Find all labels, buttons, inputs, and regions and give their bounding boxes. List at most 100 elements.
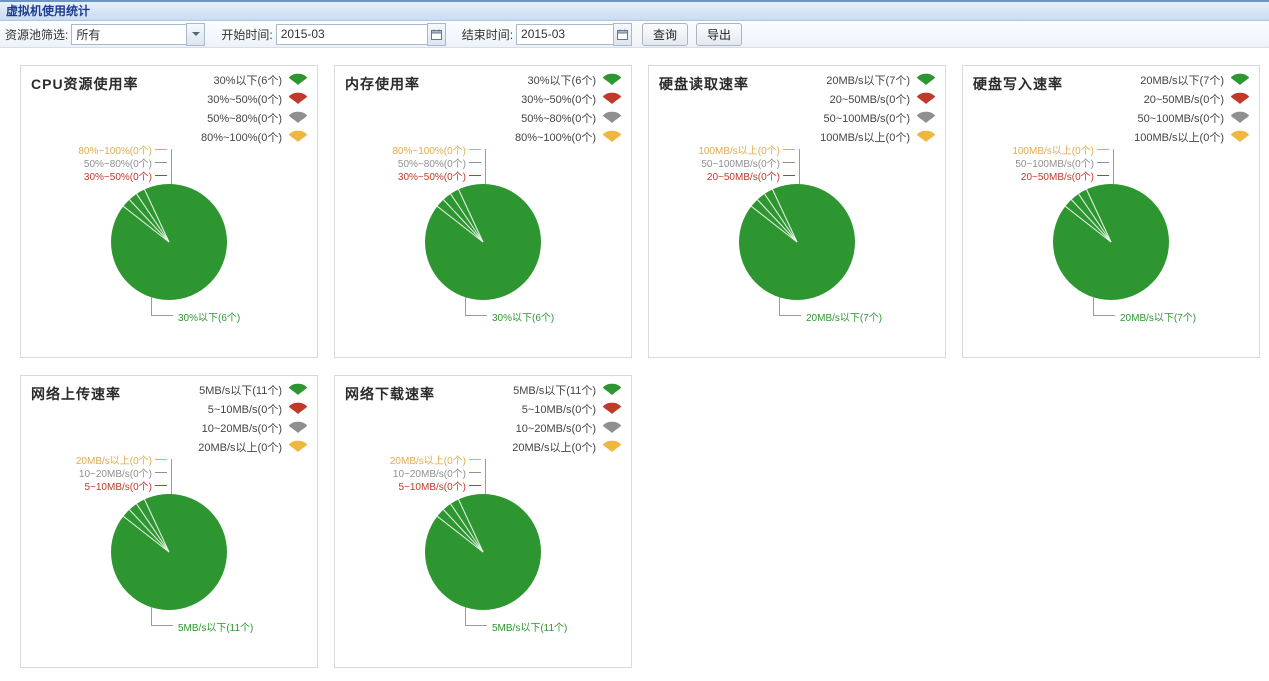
bottom-leader-line [151, 607, 173, 626]
legend-label: 100MB/s以上(0个) [820, 131, 910, 144]
end-date-picker-button[interactable] [613, 22, 633, 46]
legend-item[interactable]: 30%~50%(0个) [515, 89, 623, 108]
chart-row-1: CPU资源使用率 30%以下(6个) 30%~50%(0个) 50%~80%(0… [20, 65, 1269, 358]
legend-item[interactable]: 50%~80%(0个) [201, 108, 309, 127]
legend-item[interactable]: 10~20MB/s(0个) [198, 418, 309, 437]
query-button[interactable]: 查询 [642, 22, 689, 46]
legend-item[interactable]: 30%以下(6个) [515, 70, 623, 89]
legend-item[interactable]: 30%~50%(0个) [201, 89, 309, 108]
legend-item[interactable]: 20MB/s以上(0个) [512, 437, 623, 456]
legend-item[interactable]: 10~20MB/s(0个) [512, 418, 623, 437]
callout-label: 10~20MB/s(0个) [76, 466, 167, 480]
legend-item[interactable]: 50%~80%(0个) [515, 108, 623, 127]
bottom-leader-line [151, 297, 173, 316]
legend-label: 20~50MB/s(0个) [829, 93, 910, 106]
pie-chart[interactable] [732, 177, 862, 307]
legend-item[interactable]: 5MB/s以下(11个) [198, 380, 309, 399]
callout-label: 80%~100%(0个) [392, 143, 481, 157]
chevron-down-icon [191, 32, 200, 36]
pie-slice-fan-icon [602, 73, 622, 85]
pie-slice-fan-icon [1230, 111, 1250, 123]
chart-title: 硬盘读取速率 [659, 76, 749, 92]
legend-item[interactable]: 30%以下(6个) [201, 70, 309, 89]
pie-slice-fan-icon [916, 92, 936, 104]
resource-pool-input[interactable] [71, 23, 188, 45]
pie-slice-fan-icon [288, 440, 308, 452]
legend-item[interactable]: 80%~100%(0个) [515, 127, 623, 146]
pie-callout-labels: 20MB/s以上(0个) 10~20MB/s(0个) 5~10MB/s(0个) [76, 453, 167, 493]
callout-label: 100MB/s以上(0个) [698, 143, 795, 157]
legend-label: 20MB/s以下(7个) [826, 74, 910, 87]
legend-item[interactable]: 5MB/s以下(11个) [512, 380, 623, 399]
legend-item[interactable]: 20MB/s以下(7个) [1134, 70, 1251, 89]
callout-label: 10~20MB/s(0个) [390, 466, 481, 480]
charts-area: CPU资源使用率 30%以下(6个) 30%~50%(0个) 50%~80%(0… [0, 48, 1269, 668]
legend-item[interactable]: 5~10MB/s(0个) [512, 399, 623, 418]
chart-title: CPU资源使用率 [31, 76, 139, 92]
pie-slice-fan-icon [1230, 92, 1250, 104]
chart-title: 内存使用率 [345, 76, 420, 92]
chart-legend: 20MB/s以下(7个) 20~50MB/s(0个) 50~100MB/s(0个… [1134, 70, 1251, 146]
pie-slice-fan-icon [916, 111, 936, 123]
zero-slice-borders [122, 189, 170, 243]
pie-slice-fan-icon [602, 440, 622, 452]
legend-item[interactable]: 100MB/s以上(0个) [1134, 127, 1251, 146]
legend-item[interactable]: 20~50MB/s(0个) [820, 89, 937, 108]
pie-callout-labels: 100MB/s以上(0个) 50~100MB/s(0个) 20~50MB/s(0… [698, 143, 795, 183]
pie-callout-labels: 80%~100%(0个) 50%~80%(0个) 30%~50%(0个) [78, 143, 167, 183]
pie-slice-fan-icon [602, 421, 622, 433]
end-time-field[interactable] [516, 22, 633, 46]
callout-leader-line [171, 459, 172, 500]
calendar-icon [617, 29, 629, 40]
chart-title: 网络上传速率 [31, 386, 121, 402]
legend-label: 20MB/s以上(0个) [198, 441, 282, 454]
start-time-field[interactable] [275, 22, 446, 46]
calendar-icon [430, 29, 442, 40]
callout-label: 5~10MB/s(0个) [76, 479, 167, 493]
callout-leader-line [485, 149, 486, 190]
dropdown-button[interactable] [186, 22, 206, 46]
pie-callout-labels: 80%~100%(0个) 50%~80%(0个) 30%~50%(0个) [392, 143, 481, 183]
start-date-picker-button[interactable] [426, 22, 446, 46]
legend-label: 80%~100%(0个) [514, 131, 596, 144]
legend-item[interactable]: 80%~100%(0个) [201, 127, 309, 146]
chart-legend: 5MB/s以下(11个) 5~10MB/s(0个) 10~20MB/s(0个) … [512, 380, 623, 456]
legend-item[interactable]: 50~100MB/s(0个) [1134, 108, 1251, 127]
chart-legend: 30%以下(6个) 30%~50%(0个) 50%~80%(0个) 80%~10… [515, 70, 623, 146]
chart-panel-cpu-usage: CPU资源使用率 30%以下(6个) 30%~50%(0个) 50%~80%(0… [20, 65, 318, 358]
bottom-label: 30%以下(6个) [178, 313, 241, 324]
pie-chart[interactable] [104, 177, 234, 307]
pie-slice-fan-icon [288, 383, 308, 395]
resource-pool-select[interactable] [71, 22, 206, 46]
legend-item[interactable]: 5~10MB/s(0个) [198, 399, 309, 418]
zero-slice-borders [750, 189, 798, 243]
zero-slice-borders [436, 189, 484, 243]
end-time-input[interactable] [516, 23, 615, 45]
chart-panel-disk-write: 硬盘写入速率 20MB/s以下(7个) 20~50MB/s(0个) 50~100… [962, 65, 1260, 358]
callout-label: 5~10MB/s(0个) [390, 479, 481, 493]
callout-label: 30%~50%(0个) [392, 169, 481, 183]
legend-item[interactable]: 50~100MB/s(0个) [820, 108, 937, 127]
legend-label: 5~10MB/s(0个) [207, 403, 282, 416]
callout-leader-line [1113, 149, 1114, 190]
pie-chart[interactable] [104, 487, 234, 617]
callout-leader-line [485, 459, 486, 500]
pie-chart[interactable] [418, 177, 548, 307]
legend-label: 10~20MB/s(0个) [201, 422, 282, 435]
callout-label: 50%~80%(0个) [392, 156, 481, 170]
pie-chart[interactable] [418, 487, 548, 617]
export-button[interactable]: 导出 [696, 22, 743, 46]
legend-item[interactable]: 20MB/s以下(7个) [820, 70, 937, 89]
legend-label: 50%~80%(0个) [521, 112, 596, 125]
pie-slice-fan-icon [1230, 73, 1250, 85]
chart-panel-network-download: 网络下载速率 5MB/s以下(11个) 5~10MB/s(0个) 10~20MB… [334, 375, 632, 668]
callout-label: 80%~100%(0个) [78, 143, 167, 157]
legend-item[interactable]: 100MB/s以上(0个) [820, 127, 937, 146]
bottom-leader-line [779, 297, 801, 316]
start-time-input[interactable] [275, 23, 428, 45]
legend-label: 20~50MB/s(0个) [1143, 93, 1224, 106]
legend-item[interactable]: 20~50MB/s(0个) [1134, 89, 1251, 108]
legend-item[interactable]: 20MB/s以上(0个) [198, 437, 309, 456]
pie-chart[interactable] [1046, 177, 1176, 307]
zero-slice-borders [436, 499, 484, 553]
